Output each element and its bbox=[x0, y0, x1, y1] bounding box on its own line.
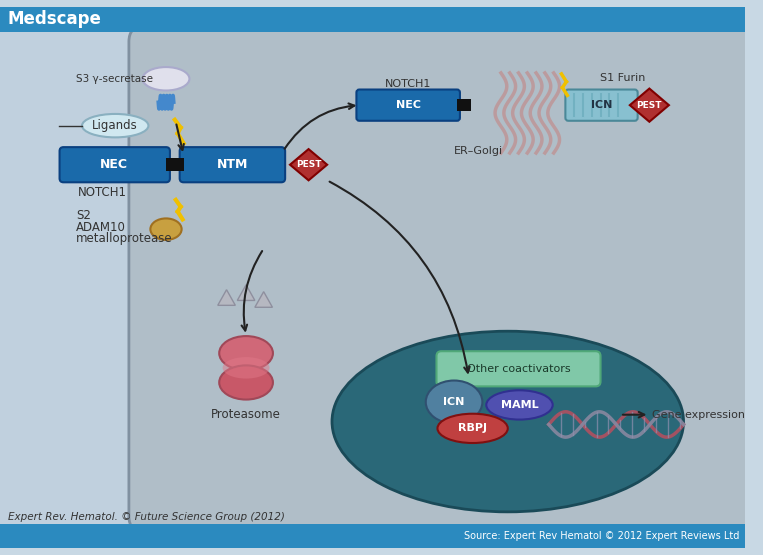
Text: NEC: NEC bbox=[396, 100, 420, 110]
Text: S2: S2 bbox=[76, 209, 91, 222]
Ellipse shape bbox=[82, 114, 149, 138]
Text: ICN: ICN bbox=[591, 100, 612, 110]
Text: Other coactivators: Other coactivators bbox=[467, 364, 570, 374]
FancyBboxPatch shape bbox=[0, 524, 745, 548]
FancyBboxPatch shape bbox=[0, 7, 745, 32]
Text: NEC: NEC bbox=[100, 158, 128, 171]
Ellipse shape bbox=[437, 413, 507, 443]
FancyBboxPatch shape bbox=[179, 147, 285, 182]
FancyBboxPatch shape bbox=[0, 26, 749, 528]
Text: Source: Expert Rev Hematol © 2012 Expert Reviews Ltd: Source: Expert Rev Hematol © 2012 Expert… bbox=[464, 531, 739, 541]
Ellipse shape bbox=[150, 219, 182, 240]
Text: NOTCH1: NOTCH1 bbox=[78, 185, 127, 199]
Text: metalloprotease: metalloprotease bbox=[76, 233, 172, 245]
Ellipse shape bbox=[426, 381, 482, 423]
Text: PEST: PEST bbox=[636, 100, 662, 110]
Polygon shape bbox=[255, 292, 272, 307]
Text: S3 γ-secretase: S3 γ-secretase bbox=[76, 74, 153, 84]
FancyBboxPatch shape bbox=[129, 26, 750, 532]
FancyBboxPatch shape bbox=[356, 89, 460, 121]
Text: S1 Furin: S1 Furin bbox=[600, 73, 645, 83]
FancyBboxPatch shape bbox=[166, 158, 184, 170]
Text: PEST: PEST bbox=[296, 160, 321, 169]
Text: ADAM10: ADAM10 bbox=[76, 221, 126, 234]
Text: Medscape: Medscape bbox=[8, 10, 101, 28]
Ellipse shape bbox=[219, 365, 273, 400]
Text: Gene expression: Gene expression bbox=[652, 410, 745, 420]
Text: MAML: MAML bbox=[501, 400, 539, 410]
Text: Proteasome: Proteasome bbox=[211, 408, 281, 421]
Text: NOTCH1: NOTCH1 bbox=[385, 79, 431, 89]
Text: ER–Golgi: ER–Golgi bbox=[454, 146, 503, 156]
Ellipse shape bbox=[143, 67, 189, 90]
Ellipse shape bbox=[486, 390, 552, 420]
Polygon shape bbox=[290, 149, 327, 180]
FancyBboxPatch shape bbox=[457, 99, 471, 111]
FancyBboxPatch shape bbox=[565, 89, 638, 121]
Text: RBPJ: RBPJ bbox=[458, 423, 487, 433]
Text: NTM: NTM bbox=[217, 158, 248, 171]
Polygon shape bbox=[629, 89, 669, 122]
Text: ICN: ICN bbox=[443, 397, 465, 407]
Text: Expert Rev. Hematol. © Future Science Group (2012): Expert Rev. Hematol. © Future Science Gr… bbox=[8, 512, 285, 522]
Polygon shape bbox=[217, 290, 235, 305]
FancyBboxPatch shape bbox=[436, 351, 600, 386]
FancyBboxPatch shape bbox=[60, 147, 170, 182]
Ellipse shape bbox=[223, 357, 269, 379]
Polygon shape bbox=[237, 285, 255, 300]
Ellipse shape bbox=[332, 331, 684, 512]
Ellipse shape bbox=[219, 336, 273, 370]
Text: Ligands: Ligands bbox=[92, 119, 138, 132]
